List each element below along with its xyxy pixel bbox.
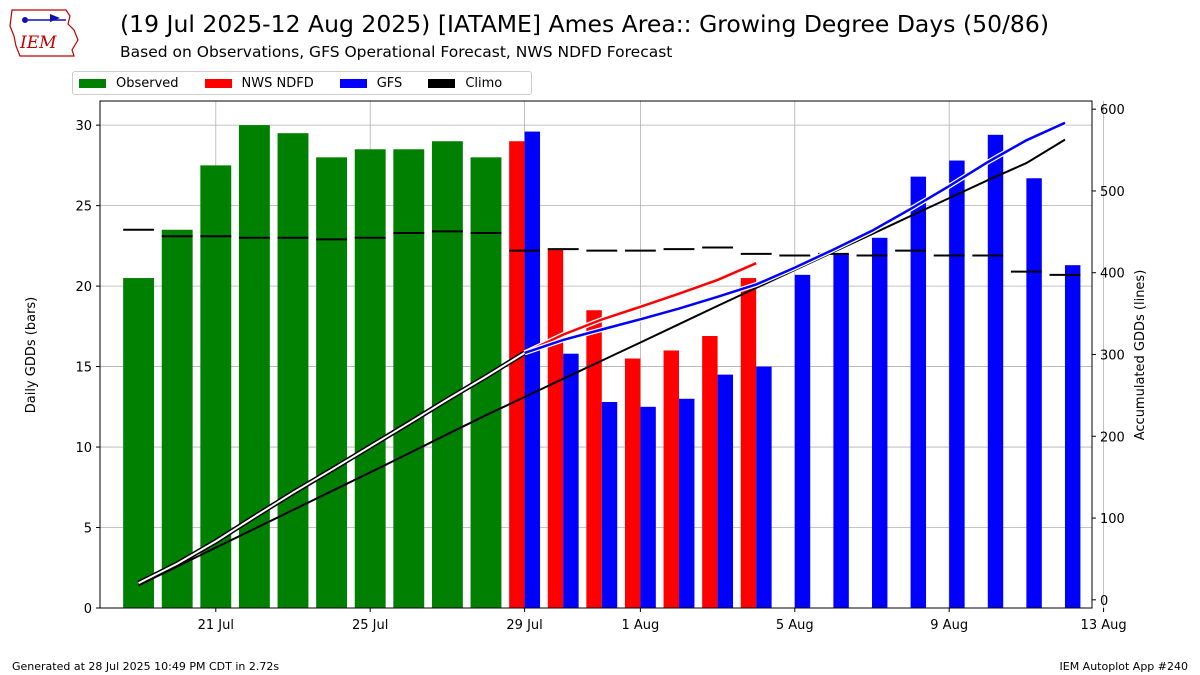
y2-tick-label: 0	[1100, 594, 1108, 609]
gfs-bar	[871, 237, 888, 609]
x-tick-label: 13 Aug	[1081, 618, 1127, 633]
legend-label: GFS	[376, 75, 403, 91]
legend-label: Climo	[465, 75, 503, 91]
logo-text: IEM	[19, 33, 57, 53]
ndfd-bar	[663, 350, 679, 608]
legend-item-gfs: GFS	[339, 75, 403, 91]
gfs-bar	[987, 134, 1004, 609]
gfs-bar	[949, 160, 965, 609]
legend-item-ndfd: NWS NDFD	[204, 75, 314, 91]
legend-label: Observed	[116, 75, 179, 91]
ndfd-accum-line	[524, 262, 757, 355]
gfs-bar	[678, 398, 695, 608]
y2-tick-label: 500	[1100, 185, 1125, 200]
gfs-bar	[756, 366, 772, 608]
legend-label: NWS NDFD	[241, 75, 314, 91]
observed-bar	[316, 157, 348, 609]
y-tick-label: 10	[75, 441, 92, 456]
y-tick-label: 20	[75, 280, 92, 295]
y2-tick-label: 100	[1100, 512, 1125, 527]
ndfd-bar	[702, 335, 718, 608]
observed-bar	[277, 133, 309, 608]
ndfd-bar	[547, 249, 564, 609]
y-tick-label: 30	[75, 119, 92, 134]
legend: Observed NWS NDFD GFS Climo	[72, 71, 532, 95]
y2-tick-label: 200	[1100, 430, 1125, 445]
legend-swatch	[79, 78, 106, 88]
x-tick-label: 5 Aug	[776, 618, 814, 633]
gfs-bar	[640, 406, 656, 608]
gfs-bar	[717, 374, 734, 608]
x-tick-label: 9 Aug	[930, 618, 968, 633]
accumulated-lines	[137, 120, 1067, 587]
gfs-bar	[1064, 265, 1081, 608]
gfs-bar	[833, 253, 849, 608]
y-tick-label: 0	[84, 602, 92, 617]
x-tick-label: 25 Jul	[352, 618, 388, 633]
legend-swatch	[428, 78, 456, 88]
gfs-accum-line	[524, 121, 1066, 355]
climo-markers	[123, 228, 1081, 276]
climo-accum-line	[138, 138, 1066, 587]
legend-item-climo: Climo	[428, 76, 502, 91]
observed-bar	[354, 149, 386, 609]
chart-subtitle: Based on Observations, GFS Operational F…	[120, 43, 673, 61]
footer-app: IEM Autoplot App #240	[1059, 660, 1189, 673]
y2-tick-label: 300	[1100, 349, 1125, 364]
observed-bar	[161, 229, 193, 608]
x-tick-label: 29 Jul	[506, 618, 542, 633]
y2-axis-label: Accumulated GDDs (lines)	[1133, 270, 1148, 441]
chart-title: (19 Jul 2025-12 Aug 2025) [IATAME] Ames …	[120, 10, 1050, 38]
gfs-bar	[910, 176, 927, 608]
iem-logo: IEM	[9, 9, 79, 57]
y2-tick-label: 600	[1100, 103, 1125, 118]
gfs-bar	[601, 401, 618, 608]
x-tick-label: 21 Jul	[198, 618, 234, 633]
y-tick-label: 25	[75, 200, 92, 215]
gfs-bar	[1026, 178, 1042, 608]
ndfd-bar	[624, 358, 641, 608]
legend-swatch	[204, 78, 232, 88]
gfs-bar	[563, 353, 579, 608]
ndfd-bar	[740, 278, 757, 608]
y-tick-label: 15	[75, 361, 92, 376]
footer-generated: Generated at 28 Jul 2025 10:49 PM CDT in…	[12, 660, 280, 673]
observed-bar	[238, 125, 270, 609]
ndfd-bar	[509, 141, 525, 608]
legend-swatch	[339, 78, 367, 88]
x-tick-label: 1 Aug	[621, 618, 659, 633]
observed-bar	[123, 278, 155, 608]
y-tick-label: 5	[84, 522, 92, 537]
observed-bar	[431, 141, 463, 608]
y-axis-label: Daily GDDs (bars)	[24, 297, 39, 414]
ndfd-bar	[586, 310, 602, 608]
observed-bar	[393, 149, 425, 609]
gfs-bar	[524, 131, 541, 609]
axes: 21 Jul 25 Jul 29 Jul 1 Aug 5 Aug 9 Aug 13 Aug 0…	[75, 103, 1126, 633]
y2-tick-label: 400	[1100, 267, 1125, 282]
gfs-bar	[794, 274, 811, 608]
legend-item-observed: Observed	[79, 76, 179, 91]
observed-accum-line	[138, 352, 526, 584]
